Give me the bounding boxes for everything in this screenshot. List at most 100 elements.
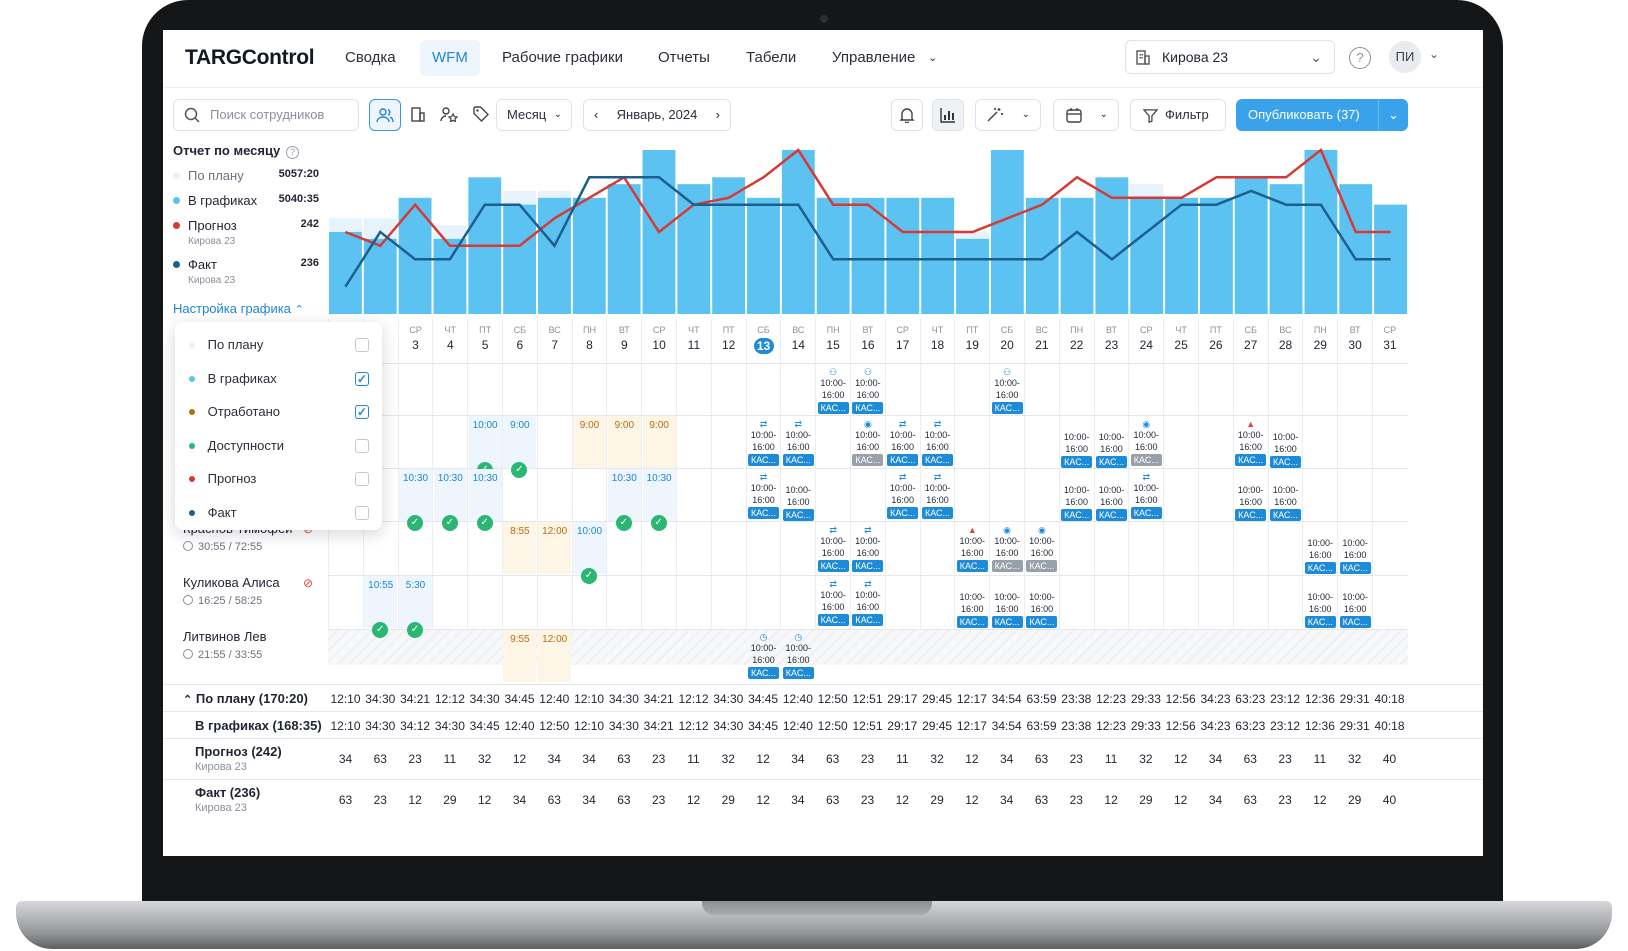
- chevron-down-icon[interactable]: ⌄: [1429, 47, 1440, 61]
- settings-row[interactable]: В графиках: [189, 362, 369, 396]
- shift-card[interactable]: ⇄ 10:00-16:00 КАС...: [852, 525, 884, 572]
- nav-item-management[interactable]: Управление ⌄: [820, 40, 945, 76]
- worked-time[interactable]: 8:55: [503, 522, 537, 574]
- shift-card[interactable]: 10:00-16:00 КАС...: [1061, 484, 1093, 521]
- settings-row[interactable]: Доступности: [189, 429, 369, 463]
- worked-time[interactable]: 10:55: [364, 576, 398, 628]
- shift-card[interactable]: 10:00-16:00 КАС...: [1026, 591, 1058, 628]
- day-header[interactable]: СР 10: [642, 325, 677, 352]
- worked-time[interactable]: 9:00: [573, 416, 606, 468]
- worked-time[interactable]: 10:30: [607, 469, 641, 521]
- shift-card[interactable]: ⚇ 10:00-16:00 КАС...: [852, 367, 884, 414]
- view-employees-button[interactable]: [369, 99, 401, 131]
- shift-card[interactable]: 10:00-16:00 КАС...: [956, 591, 988, 628]
- shift-card[interactable]: ⇄ 10:00-16:00 КАС...: [817, 525, 849, 572]
- day-header[interactable]: ПТ 5: [468, 325, 503, 352]
- chart-toggle-button[interactable]: [932, 99, 964, 131]
- day-header[interactable]: ЧТ 11: [676, 325, 711, 352]
- day-header[interactable]: ВТ 9: [607, 325, 642, 352]
- eye-off-icon[interactable]: ⊘: [303, 576, 314, 590]
- day-header[interactable]: ВС 14: [781, 325, 816, 352]
- settings-row[interactable]: Факт: [189, 496, 369, 530]
- worked-time[interactable]: 9:55: [503, 630, 537, 682]
- chevron-right-icon[interactable]: ›: [715, 107, 720, 122]
- search-input[interactable]: Поиск сотрудников: [173, 99, 359, 131]
- worked-time[interactable]: 10:30: [399, 469, 432, 521]
- shift-card[interactable]: ⇄ 10:00-16:00 КАС...: [887, 419, 919, 466]
- shift-card[interactable]: ⇄ 10:00-16:00 КАС...: [748, 419, 779, 466]
- shift-card[interactable]: 10:00-16:00 КАС...: [782, 484, 814, 521]
- settings-row[interactable]: Отработано: [189, 395, 369, 429]
- worked-time[interactable]: 10:30: [433, 469, 467, 521]
- worked-time[interactable]: 9:00: [503, 416, 537, 468]
- chevron-left-icon[interactable]: ‹: [594, 107, 599, 122]
- store-select[interactable]: Кирова 23 ⌄: [1125, 40, 1335, 74]
- view-store-button[interactable]: [402, 99, 434, 131]
- settings-checkbox[interactable]: [355, 338, 369, 352]
- help-icon[interactable]: ?: [1349, 47, 1371, 69]
- day-header[interactable]: ВТ 16: [850, 325, 885, 352]
- worked-time[interactable]: 9:00: [607, 416, 641, 468]
- shift-card[interactable]: 10:00-16:00 КАС...: [1270, 484, 1301, 521]
- day-header[interactable]: ПН 8: [572, 325, 607, 352]
- shift-card[interactable]: ⇄ 10:00-16:00 КАС...: [887, 472, 919, 519]
- shift-card[interactable]: ⇄ 10:00-16:00 КАС...: [748, 472, 779, 519]
- worked-time[interactable]: 10:00: [573, 522, 606, 574]
- day-header[interactable]: ПН 22: [1059, 325, 1094, 352]
- shift-card[interactable]: 10:00-16:00 КАС...: [1061, 431, 1093, 468]
- day-header[interactable]: ПТ 19: [955, 325, 990, 352]
- nav-item-timesheets[interactable]: Табели: [746, 49, 797, 66]
- nav-item-schedules[interactable]: Рабочие графики: [502, 49, 623, 66]
- shift-card[interactable]: ◉ 10:00-16:00 КАС...: [852, 419, 884, 466]
- day-header[interactable]: СР 3: [398, 325, 433, 352]
- shift-card[interactable]: ⇄ 10:00-16:00 КАС...: [852, 579, 884, 626]
- day-header[interactable]: СР 24: [1129, 325, 1164, 352]
- shift-card[interactable]: 10:00-16:00 КАС...: [1304, 537, 1336, 574]
- settings-row[interactable]: По плану: [189, 328, 369, 362]
- worked-time[interactable]: 5:30: [399, 576, 432, 628]
- view-tags-button[interactable]: [465, 99, 497, 131]
- employee-row-label[interactable]: Куликова Алиса 16:25 / 58:25: [183, 575, 280, 607]
- shift-card[interactable]: 10:00-16:00 КАС...: [1304, 591, 1336, 628]
- day-header[interactable]: ПТ 12: [711, 325, 746, 352]
- calendar-button[interactable]: ⌄: [1053, 99, 1119, 131]
- shift-card[interactable]: ◉ 10:00-16:00 КАС...: [1026, 525, 1058, 572]
- shift-card[interactable]: 10:00-16:00 КАС...: [1096, 431, 1127, 468]
- auto-schedule-button[interactable]: ⌄: [975, 99, 1041, 131]
- worked-time[interactable]: 12:00: [538, 522, 572, 574]
- day-header[interactable]: ВТ 23: [1094, 325, 1129, 352]
- totals-label[interactable]: ⌃ По плану (170:20): [183, 691, 308, 706]
- shift-card[interactable]: ⇄ 10:00-16:00 КАС...: [922, 472, 953, 519]
- employee-row-label[interactable]: Литвинов Лев 21:55 / 33:55: [183, 629, 267, 661]
- shift-card[interactable]: ◉ 10:00-16:00 КАС...: [991, 525, 1023, 572]
- shift-card[interactable]: ⚇ 10:00-16:00 КАС...: [817, 367, 849, 414]
- day-header[interactable]: ЧТ 25: [1164, 325, 1199, 352]
- worked-time[interactable]: 10:30: [642, 469, 676, 521]
- day-header[interactable]: ЧТ 18: [920, 325, 955, 352]
- shift-card[interactable]: ◉ 10:00-16:00 КАС...: [1130, 419, 1162, 466]
- shift-card[interactable]: ▲ 10:00-16:00 КАС...: [956, 525, 988, 572]
- settings-checkbox[interactable]: [355, 472, 369, 486]
- day-header[interactable]: СБ 13: [746, 325, 781, 355]
- shift-card[interactable]: ⇄ 10:00-16:00 КАС...: [922, 419, 953, 466]
- nav-item-wfm[interactable]: WFM: [420, 40, 480, 76]
- day-header[interactable]: ПН 15: [816, 325, 851, 352]
- day-header[interactable]: СБ 6: [502, 325, 537, 352]
- shift-card[interactable]: ⇄ 10:00-16:00 КАС...: [817, 579, 849, 626]
- day-header[interactable]: СБ 20: [990, 325, 1025, 352]
- day-header[interactable]: ПН 29: [1303, 325, 1338, 352]
- worked-time[interactable]: 10:00: [468, 416, 502, 468]
- day-header[interactable]: ВС 28: [1268, 325, 1303, 352]
- shift-card[interactable]: 10:00-16:00 КАС...: [1339, 591, 1371, 628]
- shift-card[interactable]: 10:00-16:00 КАС...: [1339, 537, 1371, 574]
- day-header[interactable]: СР 17: [885, 325, 920, 352]
- shift-card[interactable]: ⇄ 10:00-16:00 КАС...: [1130, 472, 1162, 519]
- worked-time[interactable]: 9:00: [642, 416, 676, 468]
- shift-card[interactable]: ⇄ 10:00-16:00 КАС...: [782, 419, 814, 466]
- settings-checkbox[interactable]: [355, 505, 369, 520]
- nav-item-summary[interactable]: Сводка: [345, 49, 396, 66]
- period-select[interactable]: Месяц ⌄: [496, 99, 572, 131]
- filter-button[interactable]: Фильтр: [1130, 99, 1226, 131]
- day-header[interactable]: ЧТ 4: [433, 325, 468, 352]
- nav-item-reports[interactable]: Отчеты: [658, 49, 710, 66]
